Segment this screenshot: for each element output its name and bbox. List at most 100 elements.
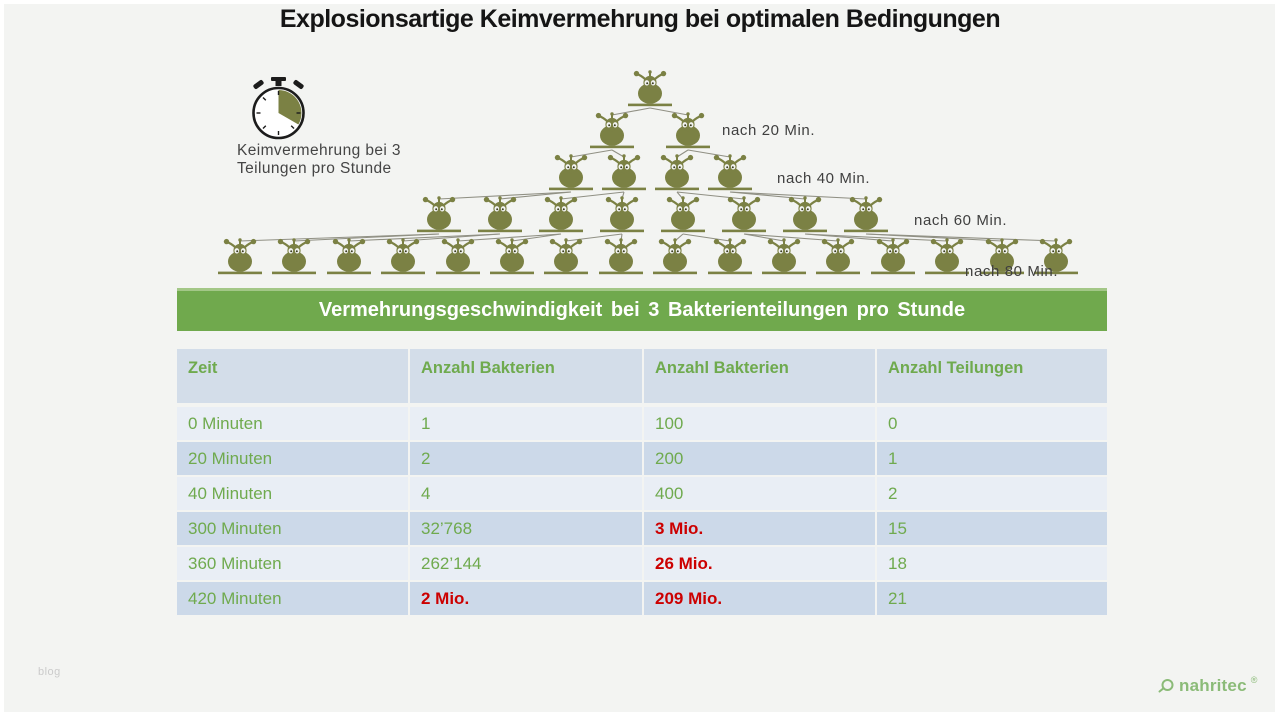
bacterium-icon (326, 237, 372, 276)
bacteria-tree (217, 69, 1079, 276)
table-cell: 32’768 (410, 512, 644, 545)
table-row: 300 Minuten 32’768 3 Mio. 15 (177, 512, 1107, 545)
table-cell: 1 (410, 407, 644, 440)
bacterium-icon (815, 237, 861, 276)
bacterium-icon (924, 237, 970, 276)
logo-text: nahritec (1179, 676, 1247, 695)
branch-line (687, 149, 731, 158)
bacterium-icon (654, 153, 700, 192)
branch-line (676, 149, 689, 158)
table-cell: 21 (877, 582, 1107, 615)
table-row: 40 Minuten 4 400 2 (177, 477, 1107, 510)
table-row: 420 Minuten 2 Mio. 209 Mio. 21 (177, 582, 1107, 615)
bacterium-icon (416, 195, 462, 234)
table-cell: 2 Mio. (410, 582, 644, 615)
watermark-blog: blog (38, 666, 61, 678)
bacterium-icon (435, 237, 481, 276)
bacterium-icon (489, 237, 535, 276)
branch-line (457, 233, 562, 242)
growth-table: Zeit Anzahl Bakterien Anzahl Bakterien A… (177, 347, 1107, 617)
bacterium-icon (589, 111, 635, 150)
bacterium-icon (782, 195, 828, 234)
branch-line (676, 191, 745, 200)
nahritec-logo: nahritec ® (1158, 675, 1258, 696)
bacterium-icon (217, 237, 263, 276)
branch-line (743, 233, 839, 242)
table-cell: 2 (410, 442, 644, 475)
bacterium-icon (548, 153, 594, 192)
table-row: 360 Minuten 262’144 26 Mio. 18 (177, 547, 1107, 580)
stopwatch-icon (252, 77, 305, 140)
table-row: 0 Minuten 1 100 0 (177, 407, 1107, 440)
logo-registered-mark: ® (1250, 675, 1258, 685)
branch-line (804, 233, 948, 242)
branch-line (511, 233, 562, 242)
branch-line (729, 191, 867, 200)
branch-line (402, 233, 501, 242)
bacterium-icon (843, 195, 889, 234)
bacterium-icon (652, 237, 698, 276)
table-cell: 4 (410, 477, 644, 510)
bacterium-icon (721, 195, 767, 234)
tree-time-label: nach 60 Min. (914, 212, 1008, 229)
column-header-anzahl-teilungen: Anzahl Teilungen (877, 349, 1107, 405)
tree-time-label: nach 20 Min. (722, 122, 816, 139)
table-cell: 18 (877, 547, 1107, 580)
bacterium-icon (761, 237, 807, 276)
table-cell: 262’144 (410, 547, 644, 580)
bacterium-icon (707, 237, 753, 276)
branch-line (348, 233, 501, 242)
branch-line (743, 233, 785, 242)
tree-time-label: nach 40 Min. (777, 170, 871, 187)
tree-time-label: nach 80 Min. (965, 263, 1059, 280)
table-cell: 26 Mio. (644, 547, 877, 580)
bacterium-icon (543, 237, 589, 276)
growth-table-wrap: Zeit Anzahl Bakterien Anzahl Bakterien A… (177, 347, 1107, 617)
table-cell: 209 Mio. (644, 582, 877, 615)
bacterium-icon (538, 195, 584, 234)
table-cell: 15 (877, 512, 1107, 545)
table-cell: 420 Minuten (177, 582, 410, 615)
bacterium-icon (870, 237, 916, 276)
table-cell: 100 (644, 407, 877, 440)
stopwatch-caption: Keimvermehrung bei 3 Teilungen pro Stund… (237, 142, 401, 179)
bacterium-icon (627, 69, 673, 108)
branch-line (682, 233, 731, 242)
bacterium-icon (380, 237, 426, 276)
page-title: Explosionsartige Keimvermehrung bei opti… (279, 5, 1001, 33)
column-header-anzahl-bakterien-1: Anzahl Bakterien (410, 349, 644, 405)
table-cell: 0 Minuten (177, 407, 410, 440)
bacterium-icon (660, 195, 706, 234)
branch-line (649, 107, 689, 116)
branch-line (611, 107, 651, 116)
bacterium-icon (599, 195, 645, 234)
branch-line (293, 233, 440, 242)
bacterium-icon (477, 195, 523, 234)
bacterium-icon (665, 111, 711, 150)
table-cell: 2 (877, 477, 1107, 510)
table-cell: 40 Minuten (177, 477, 410, 510)
table-cell: 1 (877, 442, 1107, 475)
branch-line (865, 233, 1057, 242)
table-cell: 20 Minuten (177, 442, 410, 475)
stopwatch-caption-line2: Teilungen pro Stunde (237, 160, 392, 178)
branch-line (570, 149, 613, 158)
branch-line (611, 149, 625, 158)
column-header-zeit: Zeit (177, 349, 410, 405)
bacterium-icon (598, 237, 644, 276)
table-header-row: Zeit Anzahl Bakterien Anzahl Bakterien A… (177, 349, 1107, 405)
branch-line (560, 191, 625, 200)
bacterium-icon (271, 237, 317, 276)
table-cell: 3 Mio. (644, 512, 877, 545)
branch-line (438, 191, 572, 200)
table-cell: 200 (644, 442, 877, 475)
stopwatch-caption-line1: Keimvermehrung bei 3 (237, 142, 401, 159)
magnifier-icon (1158, 678, 1174, 692)
table-cell: 400 (644, 477, 877, 510)
branch-line (565, 233, 623, 242)
bacterium-icon (601, 153, 647, 192)
table-row: 20 Minuten 2 200 1 (177, 442, 1107, 475)
table-cell: 0 (877, 407, 1107, 440)
table-cell: 300 Minuten (177, 512, 410, 545)
